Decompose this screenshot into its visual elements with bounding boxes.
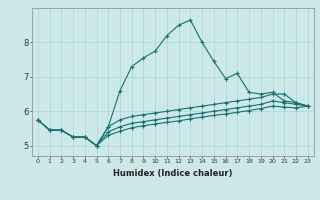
X-axis label: Humidex (Indice chaleur): Humidex (Indice chaleur) bbox=[113, 169, 233, 178]
